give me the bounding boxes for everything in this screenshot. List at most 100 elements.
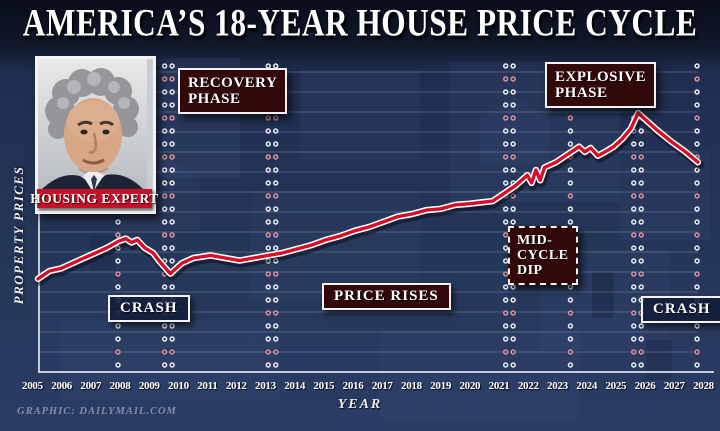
phase-boundary-dot-center [632, 272, 635, 276]
phase-boundary-dot-center [511, 90, 515, 94]
phase-boundary-dot-center [632, 246, 635, 250]
phase-boundary-dot-center [170, 142, 174, 146]
phase-boundary-dot-center [170, 64, 174, 68]
phase-boundary-dot-center [511, 103, 515, 107]
phase-boundary-dot-center [170, 220, 174, 224]
x-tick-label: 2024 [576, 380, 598, 392]
x-tick-label: 2015 [313, 380, 335, 392]
phase-boundary-dot-center [163, 350, 166, 354]
phase-boundary-dot-center [695, 259, 699, 263]
phase-boundary-dot-center [640, 194, 643, 198]
phase-boundary-dot-center [504, 64, 507, 68]
phase-boundary-dot-center [632, 207, 635, 211]
phase-boundary-dot-center [170, 181, 174, 185]
phase-boundary-dot-center [274, 324, 277, 328]
phase-boundary-dot-center [640, 337, 643, 341]
phase-boundary-dot-center [163, 363, 166, 367]
phase-boundary-dot-center [504, 350, 507, 354]
phase-boundary-dot-center [170, 246, 174, 250]
phase-boundary-dot-center [695, 337, 699, 341]
phase-boundary-dot-center [632, 142, 635, 146]
phase-boundary-dot-center [267, 337, 270, 341]
phase-boundary-dot-center [632, 194, 635, 198]
housing-expert-photo: HOUSING EXPERT [30, 56, 158, 214]
phase-boundary-dot-center [695, 246, 699, 250]
phase-boundary-dot-center [695, 103, 699, 107]
phase-boundary-dot-center [116, 337, 120, 341]
phase-boundary-dot-center [504, 259, 507, 263]
phase-boundary-dot-center [267, 233, 270, 237]
housing-expert-badge: HOUSING EXPERT [30, 189, 158, 208]
phase-boundary-dot-center [695, 64, 699, 68]
phase-boundary-dot-center [569, 363, 572, 367]
phase-boundary-dot-center [504, 103, 507, 107]
phase-boundary-dot-center [632, 311, 635, 315]
annotation-line: EXPLOSIVE [555, 69, 647, 85]
x-tick-label: 2010 [168, 380, 189, 392]
phase-boundary-dot-center [274, 363, 277, 367]
phase-boundary-dot-center [170, 324, 174, 328]
phase-boundary-dot-center [274, 311, 277, 315]
phase-boundary-dot-center [163, 77, 166, 81]
graphic-credit: GRAPHIC: DAILYMAIL.COM [17, 406, 177, 417]
x-tick-label: 2014 [284, 380, 306, 392]
phase-boundary-dot-center [504, 337, 507, 341]
phase-boundary-dot-center [267, 272, 270, 276]
phase-boundary-dot-center [569, 142, 572, 146]
phase-boundary-dot-center [640, 181, 643, 185]
annotation-line: PHASE [555, 85, 608, 102]
x-tick-label: 2020 [459, 380, 481, 392]
phase-boundary-dot-center [640, 142, 643, 146]
phase-boundary-dot-center [640, 246, 643, 250]
phase-boundary-dot-center [163, 168, 166, 172]
phase-boundary-dot-center [695, 116, 699, 120]
x-tick-label: 2016 [342, 380, 364, 392]
phase-boundary-dot-center [511, 142, 515, 146]
phase-boundary-dot-center [170, 259, 174, 263]
phase-boundary-dot-center [640, 363, 643, 367]
phase-boundary-dot-center [504, 155, 507, 159]
phase-boundary-dot-center [274, 155, 277, 159]
phase-boundary-dot-center [274, 272, 277, 276]
phase-boundary-dot-center [274, 142, 277, 146]
x-tick-label: 2023 [547, 380, 568, 392]
phase-boundary-dot-center [640, 233, 643, 237]
phase-boundary-dot-center [170, 168, 174, 172]
phase-boundary-dot-center [569, 220, 572, 224]
phase-boundary-dot-center [163, 90, 166, 94]
phase-boundary-dot-center [116, 272, 120, 276]
phase-boundary-dot-center [569, 324, 572, 328]
phase-boundary-dot-center [116, 233, 120, 237]
phase-boundary-dot-center [569, 116, 572, 120]
phase-boundary-dot-center [267, 298, 270, 302]
phase-boundary-dot-center [695, 233, 699, 237]
phase-boundary-dot-center [163, 220, 166, 224]
x-tick-label: 2027 [663, 380, 685, 392]
phase-boundary-dot-center [267, 363, 270, 367]
phase-boundary-dot-center [170, 337, 174, 341]
phase-boundary-dot-center [569, 311, 572, 315]
phase-boundary-dot-center [170, 285, 174, 289]
phase-boundary-dot-center [116, 285, 120, 289]
phase-boundary-dot-center [511, 207, 515, 211]
x-tick-label: 2005 [22, 380, 43, 392]
phase-boundary-dot-center [640, 168, 643, 172]
phase-boundary-dot-center [640, 259, 643, 263]
phase-boundary-dot-center [170, 363, 174, 367]
portrait-illustration [38, 59, 147, 205]
phase-boundary-dot-center [511, 64, 515, 68]
phase-boundary-dot-center [695, 324, 699, 328]
phase-boundary-dot-center [267, 207, 270, 211]
phase-boundary-dot-center [267, 324, 270, 328]
phase-boundary-dot-center [116, 259, 120, 263]
phase-boundary-dot-center [695, 220, 699, 224]
phase-boundary-dot-center [632, 220, 635, 224]
phase-boundary-dot-center [695, 272, 699, 276]
phase-boundary-dot-center [170, 233, 174, 237]
phase-boundary-dot-center [170, 116, 174, 120]
phase-boundary-dot-center [504, 363, 507, 367]
phase-boundary-dot-center [170, 129, 174, 133]
x-tick-label: 2009 [138, 380, 160, 392]
phase-boundary-dot-center [504, 272, 507, 276]
phase-boundary-dot-center [504, 220, 507, 224]
